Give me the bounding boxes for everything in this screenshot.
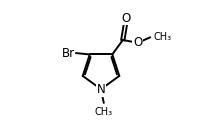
Text: O: O — [121, 12, 130, 25]
Text: Br: Br — [62, 47, 75, 60]
Text: CH₃: CH₃ — [154, 32, 172, 42]
Text: N: N — [97, 83, 106, 96]
Text: CH₃: CH₃ — [95, 107, 113, 117]
Text: O: O — [133, 36, 142, 49]
